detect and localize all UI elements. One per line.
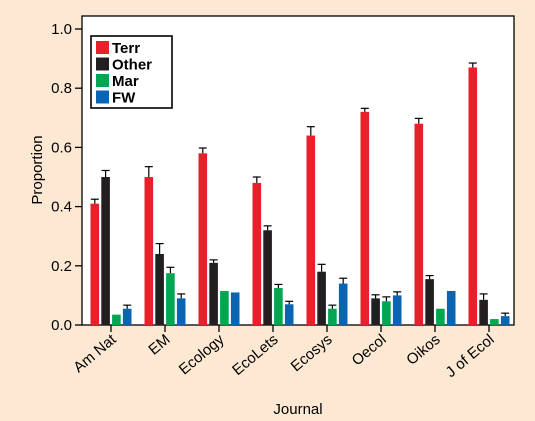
bar-mar-0	[112, 314, 121, 325]
bar-fw-1	[176, 298, 186, 325]
bar-other-1	[155, 253, 164, 325]
bar-mar-1	[166, 273, 175, 325]
legend-swatch-fw	[96, 90, 109, 104]
legend-swatch-other	[96, 57, 109, 71]
x-axis-label: Journal	[273, 401, 322, 418]
x-tick-label: Am Nat	[70, 331, 120, 377]
y-tick-label: 0.4	[51, 199, 72, 216]
bar-mar-6	[436, 308, 445, 325]
legend-swatch-mar	[96, 74, 109, 87]
y-tick-label: 0.2	[51, 258, 72, 275]
bar-mar-7	[490, 319, 499, 325]
y-tick-label: 1.0	[51, 21, 72, 38]
bar-fw-6	[446, 290, 456, 325]
bar-other-3	[263, 230, 272, 325]
bar-fw-7	[500, 316, 510, 325]
bar-other-2	[209, 262, 218, 325]
x-tick-label: Oikos	[403, 331, 443, 369]
bar-fw-3	[284, 304, 294, 325]
bar-fw-5	[392, 295, 402, 325]
legend-swatch-terr	[96, 41, 109, 54]
bar-terr-3	[252, 182, 262, 325]
bar-other-7	[479, 299, 488, 325]
bar-fw-0	[122, 308, 132, 325]
bar-other-4	[317, 271, 326, 325]
bar-fw-2	[230, 292, 240, 325]
x-tick-label: Ecosys	[288, 331, 336, 375]
bar-mar-3	[274, 288, 283, 325]
bar-other-5	[371, 298, 380, 325]
y-tick-label: 0.6	[51, 139, 72, 156]
x-tick-label: EM	[145, 331, 173, 358]
bar-other-6	[425, 279, 434, 325]
bar-mar-2	[220, 290, 229, 325]
legend-label-other: Other	[112, 57, 152, 74]
bar-fw-4	[338, 283, 348, 325]
x-tick-label: Oecol	[349, 331, 390, 369]
bar-terr-0	[90, 203, 100, 325]
bar-terr-6	[414, 123, 424, 325]
bar-mar-5	[382, 301, 391, 325]
x-tick-label: Ecology	[176, 331, 228, 379]
x-axis: Am Nat EM Ecology EcoLets Ecosys Oecol Oikos J …	[70, 325, 498, 381]
bar-mar-4	[328, 308, 337, 325]
x-tick-label: EcoLets	[229, 331, 281, 379]
bar-terr-1	[144, 177, 154, 325]
legend-label-terr: Terr	[112, 40, 140, 57]
y-tick-label: 0.8	[51, 80, 72, 97]
bars-group	[90, 62, 510, 325]
bar-terr-5	[360, 111, 370, 325]
bar-terr-7	[468, 67, 478, 325]
y-axis: 0.0 0.2 0.4 0.6 0.8 1.0	[51, 21, 82, 334]
y-axis-label: Proportion	[29, 135, 46, 204]
legend-label-mar: Mar	[112, 73, 139, 90]
legend-label-fw: FW	[112, 90, 136, 107]
bar-terr-2	[198, 153, 208, 325]
y-tick-label: 0.0	[51, 317, 72, 334]
x-tick-label: J of Ecol	[443, 331, 498, 381]
bar-terr-4	[306, 135, 316, 325]
bar-other-0	[101, 177, 110, 325]
